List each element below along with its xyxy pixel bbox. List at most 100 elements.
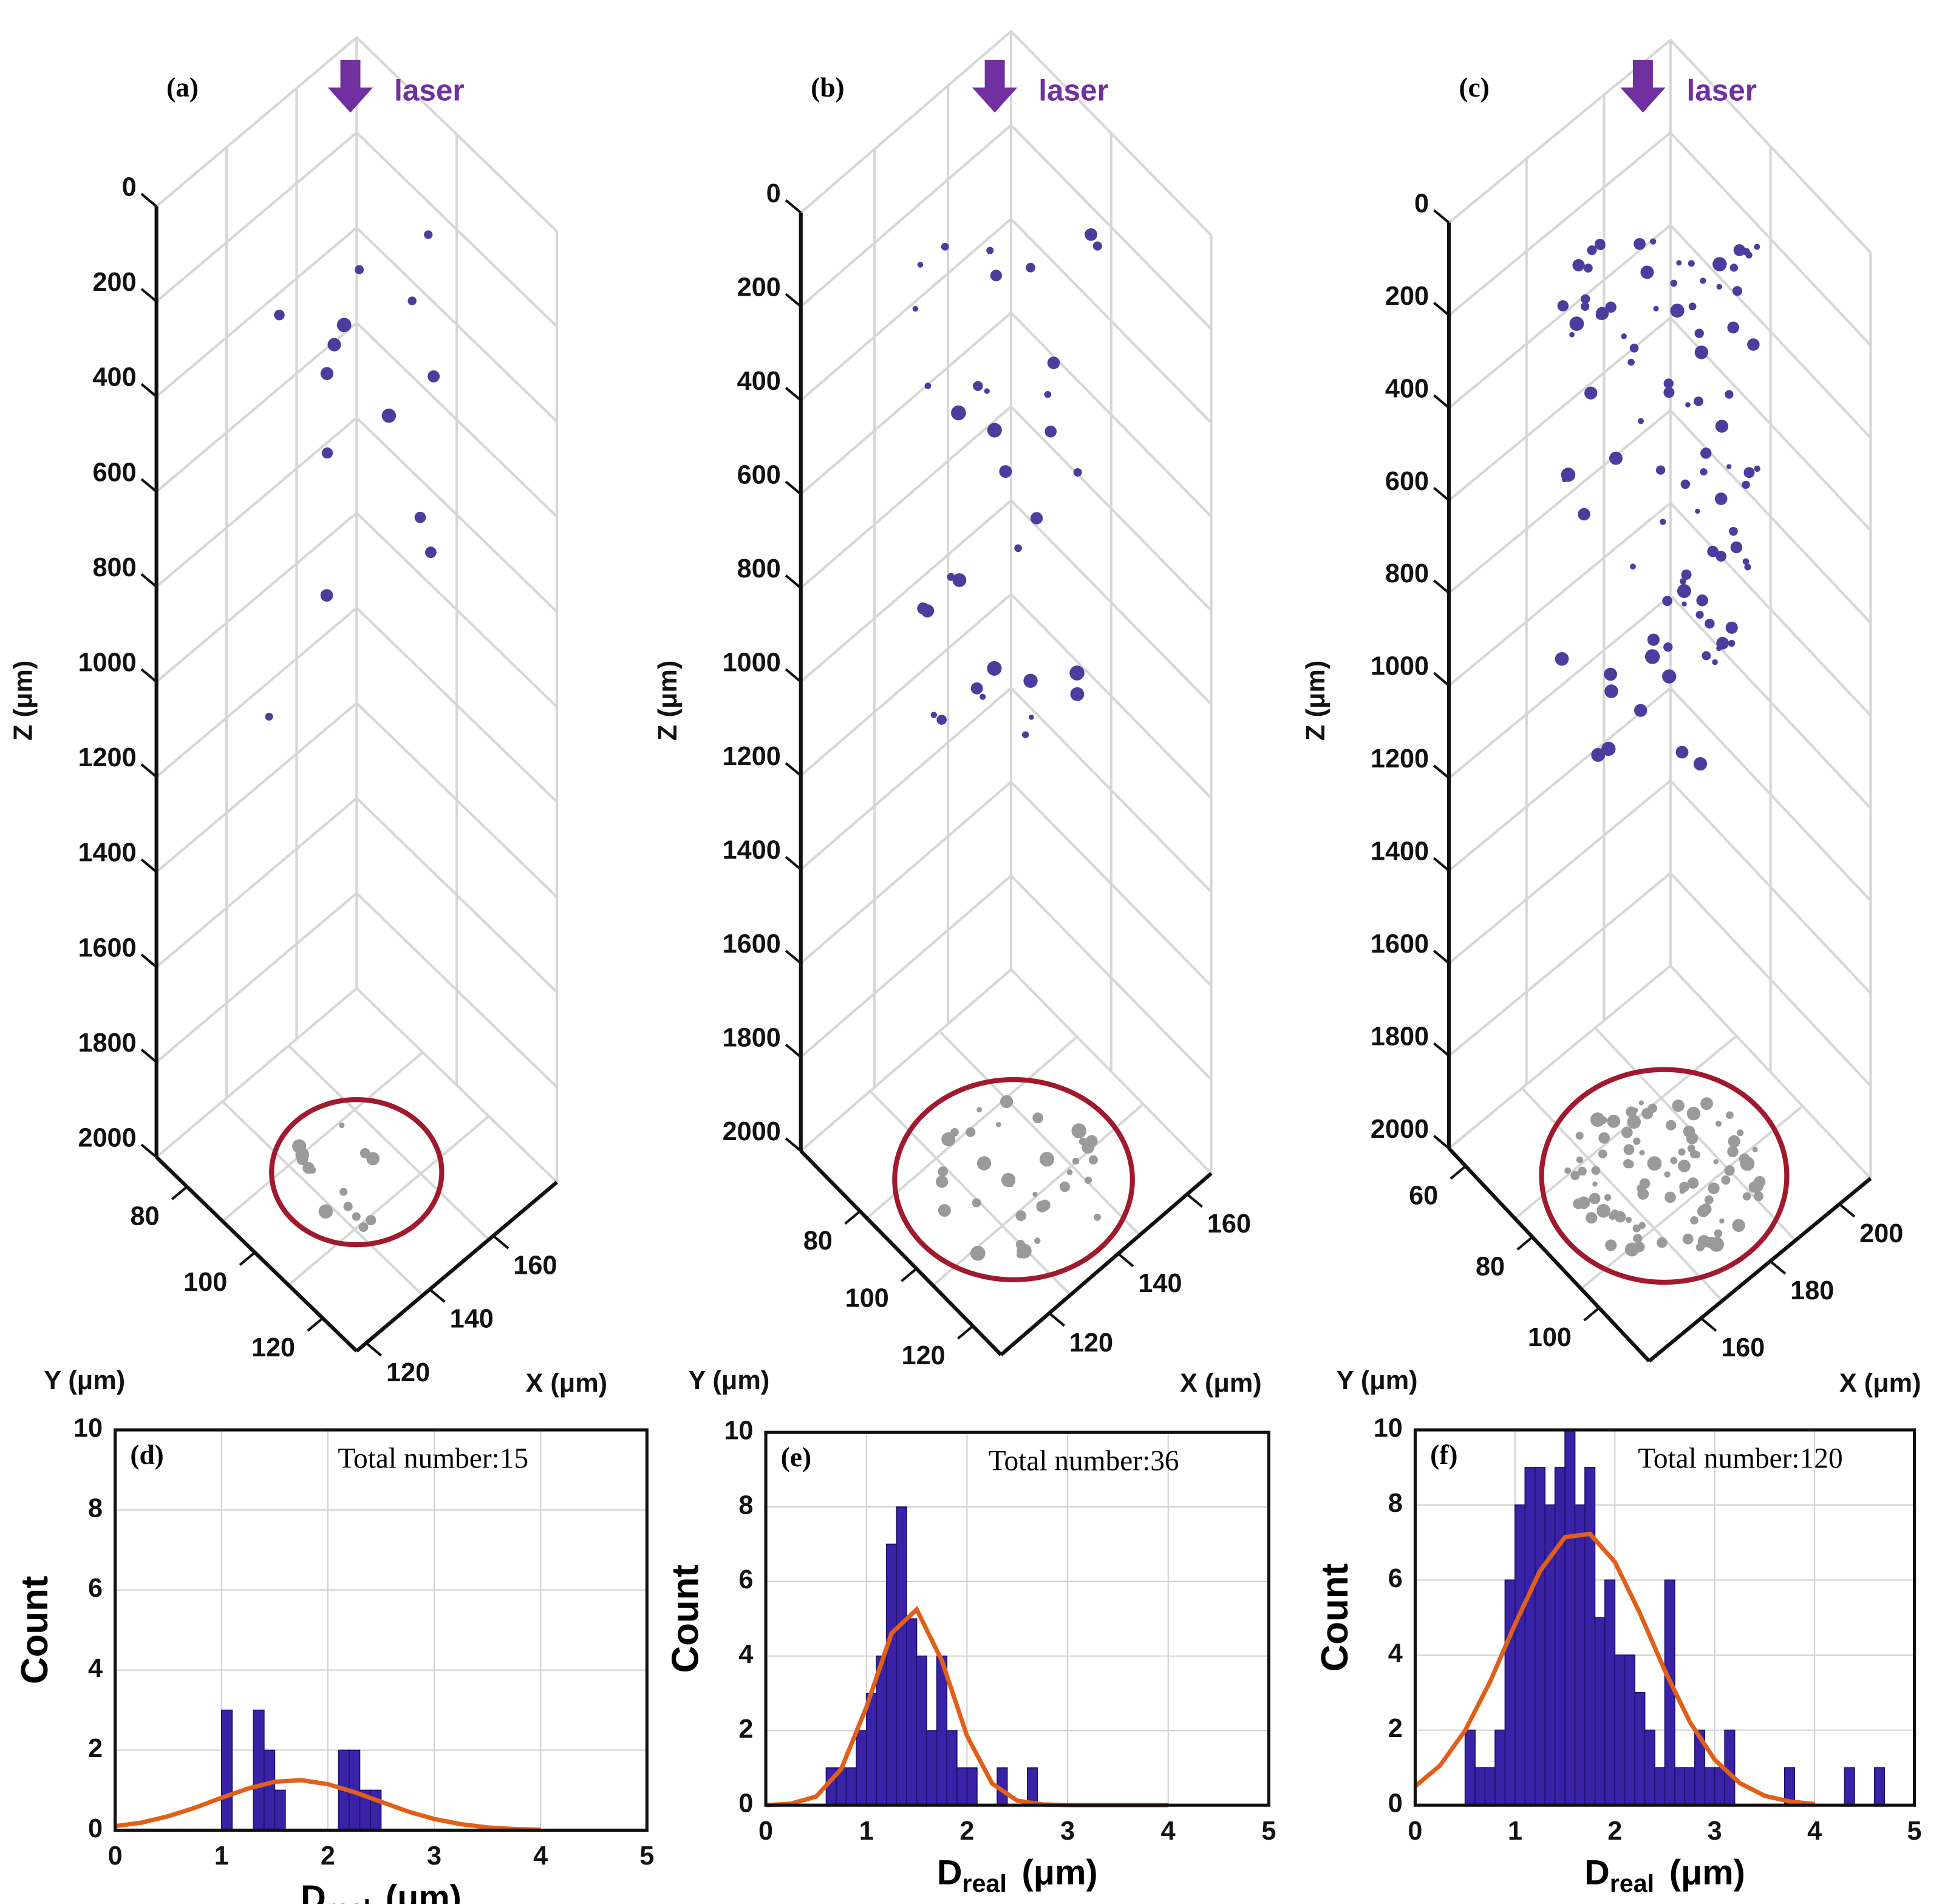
x-tick-label: 4 [533,1841,548,1871]
bubble-projection [1726,1111,1734,1120]
bar [966,1767,978,1806]
bar [926,1730,938,1806]
x-tick [1769,1260,1787,1275]
bubble [320,589,333,602]
bar [274,1789,286,1831]
bubble-projection [1728,1135,1740,1148]
bubble-projection [1576,1156,1584,1163]
y-tick [1450,1165,1467,1180]
y-axis-title: Y (μm) [44,1366,125,1395]
bubble-projection [1732,1219,1745,1232]
bar [1624,1654,1636,1806]
x-tick-label: 160 [513,1251,557,1280]
bubble-projection [938,1204,951,1217]
z-tick [1433,857,1450,872]
bubble [336,318,352,333]
wall-grid-line [1448,778,1872,994]
bubble-projection [1664,1191,1676,1203]
bubble-projection [1641,1107,1654,1120]
z-tick [140,953,157,968]
y-tick [1583,1307,1600,1322]
bubble [1634,237,1646,250]
y-tick-label: 10 [724,1416,753,1446]
y-tick-label: 2 [88,1734,103,1763]
bubble [1685,402,1691,408]
z-tick [140,1143,157,1158]
bubble [1695,611,1704,619]
bubble [1634,704,1647,717]
bubble-projection [970,1245,986,1261]
x-axis [355,1180,558,1353]
plot-frame [764,1430,1270,1807]
bar [1534,1467,1546,1806]
bubble [1630,563,1636,570]
bubble-projection [1724,1165,1735,1176]
bubble-projection [966,1127,976,1137]
bubble-projection [1700,1203,1712,1215]
bubble-projection [1575,1131,1584,1140]
bubble [1653,305,1659,311]
z-tick-label: 200 [93,268,137,297]
bubble-projection [1621,1126,1633,1138]
bubble [1026,262,1035,273]
bubble-projection [1626,1106,1637,1118]
bar [916,1655,927,1806]
bubble [407,296,417,305]
wall-grid-line [800,404,1213,611]
bubble-projection [1633,1234,1643,1243]
z-tick [1433,1135,1450,1150]
y-tick-label: 100 [183,1268,227,1297]
bubble [1702,651,1711,661]
bubble-projection [302,1161,315,1174]
bubble [1694,396,1703,406]
bubble-projection [339,1122,345,1129]
bubble-projection [1708,1182,1720,1194]
bubble-projection [1686,1106,1701,1121]
x-axis-title: Dreal (μm) [301,1878,462,1904]
bubble [1728,639,1736,647]
z-tick-label: 200 [1385,282,1429,311]
bubble-projection [1082,1141,1095,1154]
z-tick [140,763,157,778]
bubble-projection [1687,1177,1699,1189]
z-tick [785,950,802,965]
laser-arrow [327,59,373,113]
bubble [1662,596,1673,607]
bubble-projection [1678,1160,1691,1172]
y-tick-label: 6 [88,1574,103,1603]
bubble [1726,464,1732,469]
bubble [1712,659,1718,665]
z-tick [140,1049,157,1063]
bubble [970,682,983,695]
z-tick [140,478,157,493]
z-tick [785,1137,802,1152]
x-tick-label: 120 [386,1358,430,1387]
z-tick-label: 400 [737,367,781,396]
fit-curve [115,1778,541,1832]
bubble [1663,378,1674,389]
bubble-projection [1088,1155,1098,1164]
y-tick [239,1251,256,1266]
bubble [1644,649,1660,664]
x-tick-label: 5 [1261,1817,1276,1846]
panel-label: (a) [166,72,199,103]
bubble-projection [995,1121,1001,1127]
z-tick-label: 0 [1414,189,1429,218]
bubble-projection [358,1222,369,1232]
y-axis-title: Count [14,1576,56,1684]
bubble-projection [1719,1218,1725,1224]
z-tick [1433,394,1450,409]
z-tick [1433,672,1450,687]
z-tick [140,668,157,683]
bubble-projection [1607,1114,1621,1128]
bubble-projection [976,1107,983,1113]
wall-grid-line [800,29,1213,236]
bubble [1696,594,1708,607]
x-tick-label: 1 [214,1841,229,1871]
bubble [1044,425,1057,438]
bar [956,1767,968,1806]
bar [370,1789,382,1831]
bubble [1754,243,1760,250]
bubble-projection [1686,1132,1698,1144]
